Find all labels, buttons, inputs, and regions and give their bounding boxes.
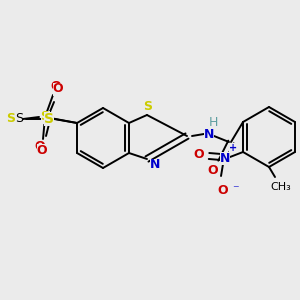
Text: CH₃: CH₃	[271, 182, 291, 192]
Text: O: O	[51, 80, 61, 94]
Text: +: +	[229, 143, 237, 153]
Text: S: S	[7, 112, 16, 125]
Text: N: N	[204, 128, 214, 140]
Text: O: O	[35, 140, 45, 154]
Text: S: S	[44, 112, 54, 126]
Text: N: N	[150, 158, 160, 172]
Text: S: S	[143, 100, 152, 113]
Text: N: N	[220, 152, 230, 164]
Text: H: H	[208, 116, 218, 128]
Text: O: O	[194, 148, 204, 160]
Text: S: S	[15, 112, 23, 125]
Text: O: O	[208, 164, 218, 176]
Text: O: O	[37, 143, 47, 157]
Text: O: O	[218, 184, 228, 196]
Text: S: S	[40, 110, 50, 124]
Text: ⁻: ⁻	[232, 184, 238, 196]
Text: O: O	[53, 82, 63, 95]
